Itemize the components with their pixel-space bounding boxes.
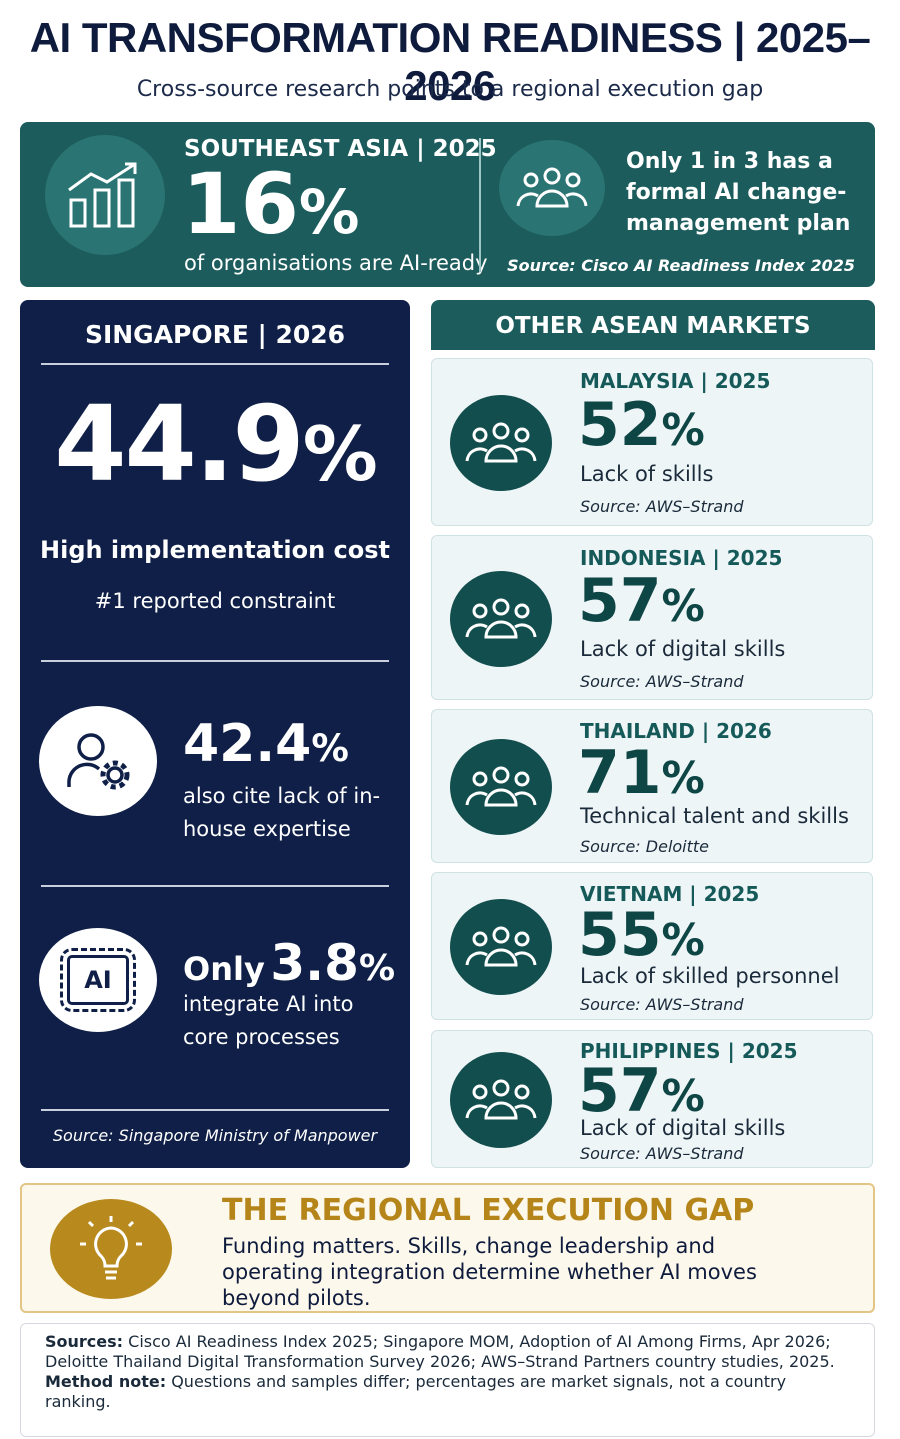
market-value: 71 (578, 738, 662, 808)
market-card: THAILAND | 2026 71% Technical talent and s… (431, 709, 873, 863)
ai-icon: AI (39, 928, 157, 1032)
market-stat: 71% (578, 743, 705, 803)
gap-box: THE REGIONAL EXECUTION GAP Funding matte… (20, 1183, 875, 1313)
market-stat: 57% (578, 1061, 705, 1121)
people-svg (465, 1079, 537, 1120)
stat-unit: % (298, 178, 360, 248)
second-value: 42.4 (183, 714, 312, 774)
second-stat: 42.4% (183, 718, 349, 770)
third-prefix: Only (183, 950, 265, 988)
rule (41, 660, 389, 662)
market-label: Lack of skilled personnel (580, 963, 840, 988)
people-icon (450, 570, 552, 667)
market-card: VIETNAM | 2025 55% Lack of skilled personn… (431, 872, 873, 1020)
people-icon (450, 1052, 552, 1148)
market-name: PHILIPPINES | 2025 (580, 1039, 798, 1064)
main-unit: % (302, 411, 378, 498)
people-svg (516, 167, 588, 208)
main-stat: 44.9% (20, 392, 410, 496)
market-stat: 55% (578, 905, 705, 965)
market-value: 55 (578, 899, 662, 970)
note: Only 1 in 3 has a formal AI change-manag… (626, 149, 851, 236)
market-value: 52 (578, 390, 662, 460)
main-label: High implementation cost (40, 536, 390, 564)
market-name: INDONESIA | 2025 (580, 545, 783, 570)
market-unit: % (661, 915, 705, 966)
people-svg (465, 598, 537, 638)
market-card: INDONESIA | 2025 57% Lack of digital skill… (431, 535, 873, 700)
main-value: 44.9 (54, 383, 305, 505)
stat-value: 16 (182, 155, 299, 253)
expert-icon (39, 706, 157, 816)
market-source: Source: AWS–Strand (580, 1144, 744, 1164)
market-name: THAILAND | 2026 (580, 719, 772, 744)
chart-icon-svg (68, 162, 137, 228)
region: SOUTHEAST ASIA | 2025 (184, 136, 497, 162)
main-sub: #1 reported constraint (94, 589, 336, 613)
third-text: integrate AI into core processes (183, 992, 354, 1049)
heading: SINGAPORE | 2026 (84, 320, 346, 349)
expert-svg (67, 733, 130, 790)
caption: of organisations are AI-ready (184, 251, 488, 275)
rule (41, 1109, 389, 1111)
people-svg (465, 766, 537, 807)
market-stat: 57% (578, 571, 705, 631)
market-label: Lack of skills (580, 462, 714, 486)
second-unit: % (311, 726, 349, 770)
market-source: Source: Deloitte (580, 836, 710, 856)
third-value: 3.8 (270, 934, 359, 992)
gap-title: THE REGIONAL EXECUTION GAP (222, 1193, 755, 1228)
market-label: Lack of digital skills (580, 637, 786, 662)
stat: 16% (182, 162, 360, 246)
market-source: Source: AWS–Strand (580, 671, 744, 691)
subtitle: Cross-source research points to a region… (136, 77, 764, 102)
markets-heading: OTHER ASEAN MARKETS (431, 300, 875, 350)
people-icon (450, 899, 552, 995)
market-value: 57 (578, 1055, 662, 1126)
source: Source: Singapore Ministry of Manpower (52, 1126, 378, 1145)
market-unit: % (661, 754, 705, 804)
method-text: Questions and samples differ; percentage… (45, 1372, 787, 1411)
market-value: 57 (578, 566, 662, 637)
people-svg (465, 926, 537, 967)
singapore-panel: SINGAPORE | 2026 44.9% High implementati… (20, 300, 410, 1168)
method-label: Method note: (45, 1372, 167, 1391)
market-stat: 52% (578, 395, 705, 455)
market-unit: % (661, 406, 705, 456)
market-unit: % (661, 1071, 705, 1122)
sea-banner: SOUTHEAST ASIA | 2025 16% of organisatio… (20, 122, 875, 287)
market-name: MALAYSIA | 2025 (580, 369, 771, 393)
source: Source: Cisco AI Readiness Index 2025 (507, 256, 855, 275)
market-label: Lack of digital skills (580, 1115, 786, 1140)
people-svg (465, 422, 537, 463)
sources-text: Cisco AI Readiness Index 2025; Singapore… (45, 1332, 835, 1371)
market-card: PHILIPPINES | 2025 57% Lack of digital ski… (431, 1030, 873, 1168)
market-name: VIETNAM | 2025 (580, 881, 760, 906)
chart-icon (45, 135, 165, 255)
divider (479, 138, 481, 272)
sources-label: Sources: (45, 1332, 124, 1351)
people-icon (450, 395, 552, 491)
people-icon (499, 140, 605, 236)
people-icon (450, 739, 552, 835)
ai-chip: AI (60, 948, 136, 1012)
rule (41, 363, 389, 365)
third-unit: % (358, 948, 396, 989)
market-source: Source: AWS–Strand (580, 497, 744, 516)
market-source: Source: AWS–Strand (580, 994, 744, 1014)
sources-box: Sources: Cisco AI Readiness Index 2025; … (20, 1323, 875, 1437)
gap-text: Funding matters. Skills, change leadersh… (222, 1234, 757, 1310)
third-stat: Only 3.8% (183, 938, 395, 988)
market-label: Technical talent and skills (580, 804, 849, 829)
second-text: also cite lack of in-house expertise (183, 784, 381, 841)
title: AI TRANSFORMATION READINESS | 2025–2026 (29, 14, 871, 109)
market-unit: % (661, 582, 705, 633)
bulb-svg (80, 1216, 142, 1280)
market-card: MALAYSIA | 2025 52% Lack of skills Source: … (431, 358, 873, 526)
bulb-icon (50, 1199, 172, 1299)
rule (41, 885, 389, 887)
